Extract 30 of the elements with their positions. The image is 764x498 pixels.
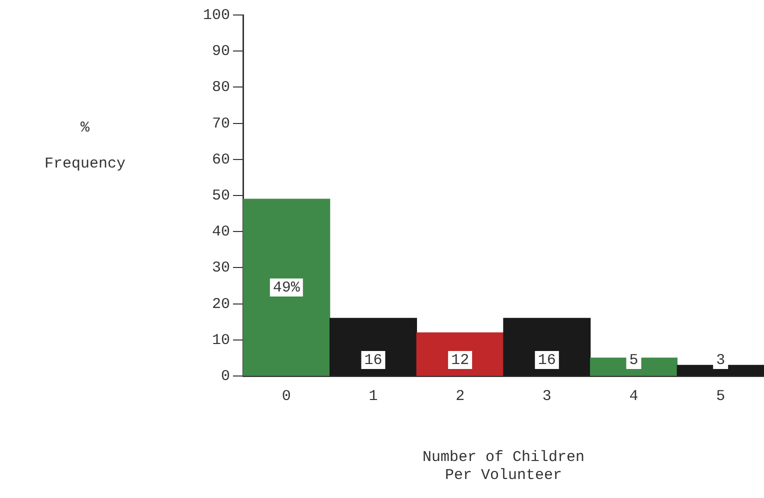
data-label: 5 [629,352,638,369]
bar [243,198,330,376]
y-tick-label: 90 [212,43,230,60]
y-tick-label: 50 [212,187,230,204]
x-tick-label: 3 [542,388,552,405]
data-label: 49% [272,280,301,297]
y-tick-label: 60 [212,151,230,168]
x-tick-label: 2 [456,388,465,405]
y-tick-label: 20 [212,296,230,313]
y-tick-label: 10 [212,332,230,349]
y-tick-label: 70 [212,115,230,132]
data-label: 12 [451,352,470,369]
data-label: 16 [364,352,382,369]
bar [330,318,417,376]
y-tick-label: 30 [212,260,230,277]
x-tick-label: 0 [282,388,291,405]
bar [503,318,591,376]
text: % Frequency [44,119,126,172]
x-tick-label: 1 [368,388,378,405]
bar [676,364,764,376]
y-tick-label: 40 [212,224,230,241]
y-tick-label: 0 [220,368,230,385]
x-axis-title: Number of Children Per Volunteer [422,448,585,484]
data-label: 3 [716,352,726,369]
bar [416,332,504,376]
y-tick-label: 100 [202,6,230,24]
x-tick-label: 4 [629,388,638,405]
x-tick-label: 5 [716,388,726,405]
data-label: 16 [538,352,556,369]
y-tick-label: 80 [212,79,230,96]
